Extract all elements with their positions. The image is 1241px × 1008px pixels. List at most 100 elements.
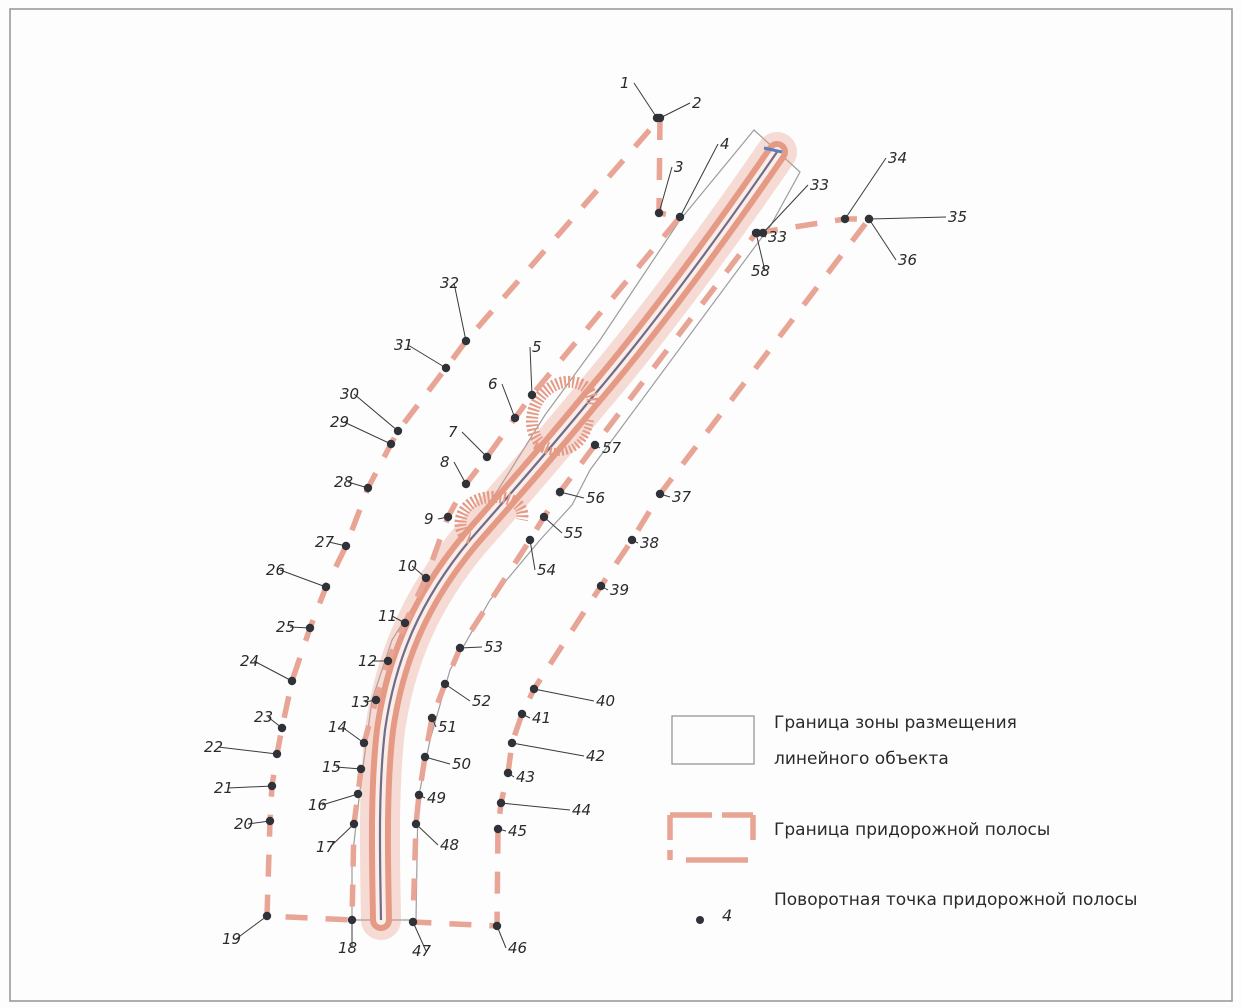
point-number-label: 15 bbox=[322, 758, 341, 776]
turning-point: 53 bbox=[455, 638, 503, 656]
legend-point-label: Поворотная точка придорожной полосы bbox=[774, 890, 1137, 910]
point-marker bbox=[411, 819, 421, 829]
legend-strip-label: Граница придорожной полосы bbox=[774, 820, 1050, 840]
point-number-label: 24 bbox=[240, 652, 259, 670]
point-leader-line bbox=[321, 793, 359, 806]
turning-point: 17 bbox=[316, 819, 359, 856]
point-marker bbox=[383, 656, 393, 666]
point-marker bbox=[347, 915, 357, 925]
turning-point: 32 bbox=[440, 274, 471, 346]
turning-point: 49 bbox=[414, 789, 446, 807]
point-number-label: 54 bbox=[537, 561, 556, 579]
point-number-label: 12 bbox=[358, 652, 377, 670]
turning-point: 25 bbox=[276, 618, 315, 636]
turning-point: 42 bbox=[507, 738, 605, 765]
turning-point: 26 bbox=[266, 561, 331, 592]
point-marker bbox=[627, 535, 637, 545]
point-marker bbox=[420, 752, 430, 762]
point-number-label: 43 bbox=[516, 768, 535, 786]
turning-point: 55 bbox=[539, 512, 583, 542]
turning-point: 30 bbox=[340, 385, 403, 436]
point-leader-line bbox=[343, 421, 392, 445]
point-leader-line bbox=[762, 184, 809, 234]
point-marker bbox=[353, 789, 363, 799]
road bbox=[359, 132, 797, 940]
point-number-label: 39 bbox=[610, 581, 629, 599]
point-number-label: 33 bbox=[768, 228, 787, 246]
point-marker bbox=[440, 679, 450, 689]
turning-point: 2 bbox=[655, 94, 702, 123]
legend-point-number: 4 bbox=[722, 906, 732, 925]
point-marker bbox=[305, 623, 315, 633]
point-number-label: 52 bbox=[472, 692, 491, 710]
turning-point: 58 bbox=[751, 228, 770, 280]
point-marker bbox=[654, 208, 664, 218]
turning-point: 21 bbox=[214, 779, 277, 797]
point-marker bbox=[493, 824, 503, 834]
point-marker bbox=[482, 452, 492, 462]
point-marker bbox=[507, 738, 517, 748]
turning-point: 43 bbox=[503, 768, 535, 786]
point-marker bbox=[655, 489, 665, 499]
point-leader-line bbox=[217, 746, 278, 755]
turning-point: 11 bbox=[378, 607, 410, 628]
turning-point: 56 bbox=[555, 487, 605, 507]
point-marker bbox=[341, 541, 351, 551]
turning-point: 22 bbox=[204, 738, 282, 759]
point-marker bbox=[265, 816, 275, 826]
point-marker bbox=[441, 363, 451, 373]
point-number-label: 23 bbox=[254, 708, 273, 726]
point-number-label: 5 bbox=[532, 338, 542, 356]
point-number-label: 56 bbox=[586, 489, 605, 507]
point-leader-line bbox=[658, 166, 673, 214]
point-leader-line bbox=[412, 921, 427, 952]
turning-point: 14 bbox=[328, 718, 369, 748]
legend-strip-swatch bbox=[667, 812, 756, 863]
point-number-label: 46 bbox=[508, 939, 527, 957]
turning-point: 27 bbox=[315, 533, 351, 551]
turning-point: 16 bbox=[308, 789, 363, 814]
point-number-label: 4 bbox=[720, 135, 730, 153]
turning-point: 24 bbox=[240, 652, 297, 686]
point-leader-line bbox=[501, 383, 516, 419]
turning-point: 20 bbox=[234, 815, 275, 833]
turning-points: 1234567891011121314151617181920212223242… bbox=[204, 74, 967, 960]
legend-corridor-label-1: Граница зоны размещения bbox=[774, 713, 1017, 733]
point-leader-line bbox=[424, 756, 451, 765]
point-number-label: 1 bbox=[620, 74, 630, 92]
point-leader-line bbox=[529, 539, 536, 571]
point-number-label: 32 bbox=[440, 274, 459, 292]
point-number-label: 47 bbox=[412, 942, 432, 960]
point-leader-line bbox=[500, 802, 571, 811]
point-leader-line bbox=[755, 232, 766, 272]
point-marker bbox=[371, 695, 381, 705]
point-number-label: 6 bbox=[488, 375, 498, 393]
point-marker bbox=[510, 413, 520, 423]
legend-point-symbol bbox=[696, 916, 704, 924]
turning-point: 13 bbox=[351, 693, 381, 711]
point-marker bbox=[414, 790, 424, 800]
legend-corridor-swatch bbox=[671, 715, 755, 765]
point-number-label: 17 bbox=[316, 838, 336, 856]
point-number-label: 31 bbox=[394, 336, 413, 354]
point-marker bbox=[408, 917, 418, 927]
turning-point: 3 bbox=[654, 158, 684, 218]
turning-point: 29 bbox=[330, 413, 396, 449]
point-number-label: 20 bbox=[234, 815, 253, 833]
point-marker bbox=[840, 214, 850, 224]
point-marker bbox=[356, 764, 366, 774]
point-marker bbox=[461, 336, 471, 346]
turning-point: 7 bbox=[448, 423, 492, 462]
point-marker bbox=[492, 921, 502, 931]
point-marker bbox=[655, 113, 665, 123]
point-leader-line bbox=[444, 683, 471, 702]
turning-point: 4 bbox=[675, 135, 730, 222]
drawing-frame bbox=[9, 8, 1233, 1002]
point-marker bbox=[675, 212, 685, 222]
point-number-label: 11 bbox=[378, 607, 397, 625]
turning-point: 34 bbox=[840, 149, 907, 224]
point-number-label: 26 bbox=[266, 561, 285, 579]
turning-point: 31 bbox=[394, 336, 451, 373]
point-number-label: 18 bbox=[338, 939, 357, 957]
